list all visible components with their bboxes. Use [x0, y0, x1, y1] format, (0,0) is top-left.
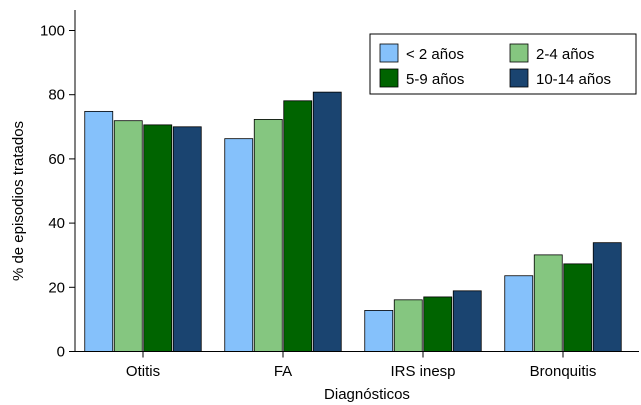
bar-1-1 — [84, 110, 114, 352]
y-tick-label: 100 — [40, 23, 65, 40]
bar-4-4 — [592, 242, 622, 352]
legend-label-1: < 2 años — [406, 46, 464, 63]
bar-2-1 — [224, 138, 254, 352]
y-axis-title: % de episodios tratados — [10, 121, 27, 281]
y-tick-label: 0 — [57, 344, 65, 361]
bars-layer — [84, 91, 622, 352]
axes-layer — [74, 10, 639, 352]
legend-swatch-1 — [379, 43, 399, 63]
legend-swatch-2 — [509, 43, 529, 63]
bar-4-2 — [533, 254, 563, 352]
x-ticks: Otitis FA IRS inesp Bronquitis — [126, 351, 597, 380]
y-tick-label: 60 — [48, 151, 65, 168]
bar-2-3 — [283, 100, 313, 352]
bar-1-2 — [113, 120, 143, 352]
x-tick-label: FA — [274, 363, 292, 380]
x-axis-title: Diagnósticos — [324, 386, 410, 403]
bar-3-4 — [452, 290, 482, 352]
y-tick-label: 20 — [48, 279, 65, 296]
legend-label-4: 10-14 años — [536, 71, 611, 88]
legend-label-3: 5-9 años — [406, 71, 464, 88]
legend-swatch-3 — [379, 68, 399, 88]
legend: < 2 años 2-4 años 5-9 años 10-14 años — [369, 33, 637, 95]
y-tick-label: 80 — [48, 87, 65, 104]
bar-2-4 — [312, 91, 342, 352]
bar-3-1 — [364, 310, 394, 352]
x-tick-label: IRS inesp — [390, 363, 455, 380]
bar-4-1 — [504, 275, 534, 352]
y-ticks: 0 20 40 60 80 100 — [40, 23, 75, 361]
bar-1-3 — [143, 124, 173, 352]
x-tick-label: Bronquitis — [530, 363, 597, 380]
x-tick-label: Otitis — [126, 363, 160, 380]
bar-3-3 — [423, 296, 453, 352]
bar-1-4 — [172, 126, 202, 352]
y-tick-label: 40 — [48, 215, 65, 232]
bar-3-2 — [393, 299, 423, 352]
legend-swatch-4 — [509, 68, 529, 88]
legend-box — [369, 33, 637, 95]
bar-4-3 — [563, 263, 593, 352]
legend-label-2: 2-4 años — [536, 46, 594, 63]
bar-2-2 — [253, 119, 283, 352]
